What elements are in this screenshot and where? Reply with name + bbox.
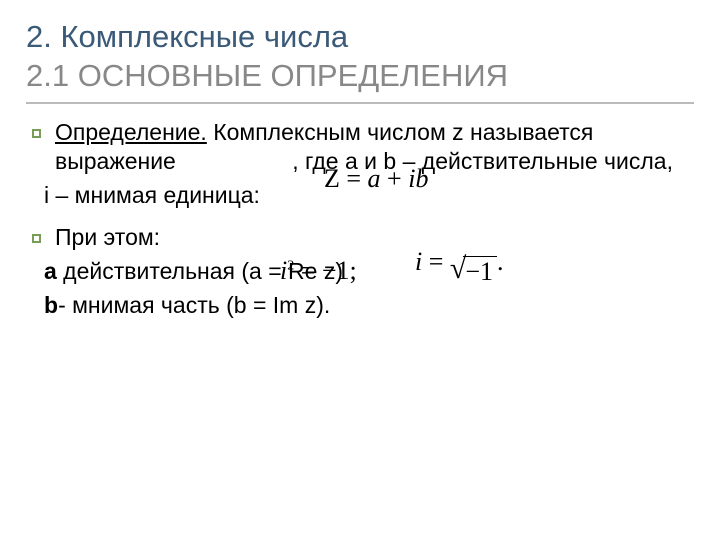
formula-z-plus: + (381, 164, 409, 193)
sqrt-icon: √−1 (450, 246, 497, 285)
imag-part-symbol: b (44, 292, 58, 318)
formula-z-ib: ib (408, 164, 428, 193)
formula-z-prefix: Z = (324, 164, 368, 193)
bullet-marker-icon (32, 234, 41, 243)
formula-z-a: a (368, 164, 381, 193)
formula-i-squared: i2 = −1; (280, 256, 357, 286)
formula-sqrt-eq: = (422, 247, 450, 276)
bullet-marker-icon (32, 129, 41, 138)
title-block: 2. Комплексные числа 2.1 ОСНОВНЫЕ ОПРЕДЕ… (26, 18, 694, 104)
title-main: 2. Комплексные числа (26, 18, 694, 57)
formula-sqrt-tail: . (497, 247, 504, 276)
at-this-text: При этом: (55, 223, 694, 253)
slide-body: Определение. Комплексным числом z называ… (26, 118, 694, 321)
formula-i-sqrt: i = √−1. (415, 246, 504, 285)
slide: 2. Комплексные числа 2.1 ОСНОВНЫЕ ОПРЕДЕ… (0, 0, 720, 540)
formula-i2-eq: = −1; (294, 256, 357, 285)
imag-part-text: - мнимая часть (b = Im z). (58, 292, 330, 318)
bullet-at-this: При этом: (26, 223, 694, 253)
real-part-line: a действительная (a = Re z) (44, 257, 694, 287)
definition-label: Определение. (55, 119, 207, 145)
formula-z-equals-a-plus-ib: Z = a + ib (324, 164, 428, 194)
real-part-symbol: a (44, 258, 57, 284)
title-subtitle: 2.1 ОСНОВНЫЕ ОПРЕДЕЛЕНИЯ (26, 57, 694, 96)
imaginary-part-line: b- мнимая часть (b = Im z). (44, 291, 694, 321)
formula-sqrt-radicand: −1 (463, 256, 497, 285)
